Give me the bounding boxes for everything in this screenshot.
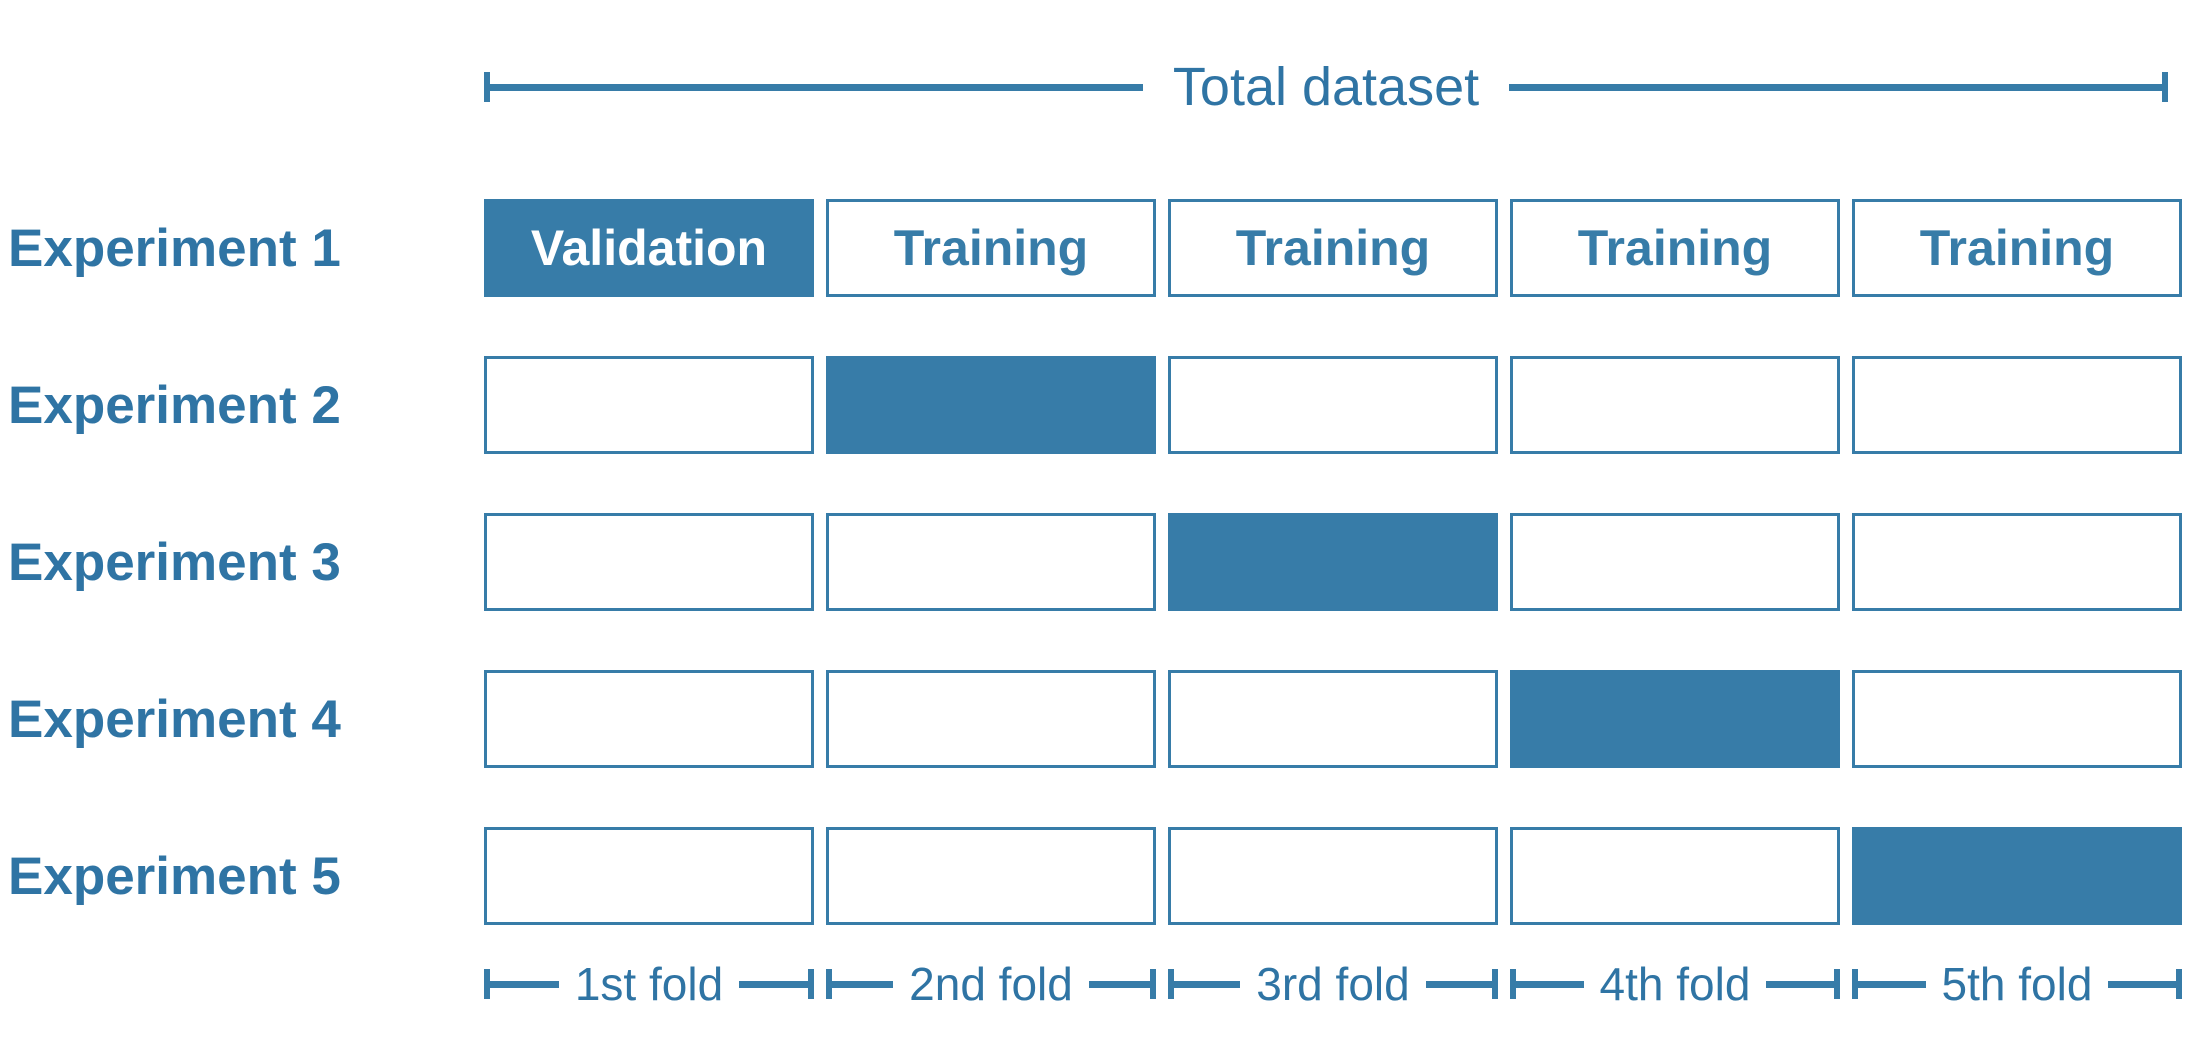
experiment-1-fold-1-cell: Validation [484,199,814,297]
fold-1-right-tick [808,969,814,999]
fold-4-label: 4th fold [1599,958,1751,1010]
fold-5-right-line [2108,980,2176,988]
fold-4-left-line [1516,980,1584,988]
fold-1-right-line [739,980,808,988]
fold-5-left-tick [1852,969,1858,999]
fold-4-right-line [1766,980,1834,988]
fold-3-right-tick [1492,969,1498,999]
experiment-2-fold-3-cell [1168,356,1498,454]
experiment-5-fold-3-cell [1168,827,1498,925]
experiment-1-fold-4-cell: Training [1510,199,1840,297]
experiment-2-label: Experiment 2 [8,375,341,435]
experiment-row-2: Experiment 2 [0,356,2182,454]
fold-marker-3: 3rd fold [1168,956,1498,1012]
experiment-1-fold-5-cell: Training [1852,199,2182,297]
fold-3-label: 3rd fold [1256,958,1410,1010]
experiment-4-fold-1-cell [484,670,814,768]
experiment-1-fold-2-cell: Training [826,199,1156,297]
experiment-1-label: Experiment 1 [8,218,341,278]
fold-1-label: 1st fold [574,958,724,1010]
experiment-4-fold-4-cell [1510,670,1840,768]
experiment-row-4: Experiment 4 [0,670,2182,768]
fold-marker-4: 4th fold [1510,956,1840,1012]
experiment-3-label: Experiment 3 [8,532,341,592]
experiment-2-fold-5-cell [1852,356,2182,454]
experiment-1-fold-3-cell: Training [1168,199,1498,297]
fold-2-left-tick [826,969,832,999]
experiment-3-fold-2-cell [826,513,1156,611]
experiment-4-fold-3-cell [1168,670,1498,768]
experiment-3-fold-1-cell [484,513,814,611]
experiment-3-fold-3-cell [1168,513,1498,611]
experiment-5-fold-4-cell [1510,827,1840,925]
fold-marker-2: 2nd fold [826,956,1157,1012]
experiment-4-fold-5-cell [1852,670,2182,768]
fold-2-label: 2nd fold [909,958,1073,1010]
experiment-3-fold-5-cell [1852,513,2182,611]
fold-2-right-tick [1150,969,1157,999]
experiment-2-fold-2-cell [826,356,1156,454]
fold-marker-5: 5th fold [1852,956,2182,1012]
bracket-right-line [1509,83,2163,91]
fold-3-right-line [1425,980,1492,988]
total-dataset-label: Total dataset [1172,57,1480,117]
fold-marker-1: 1st fold [484,956,814,1012]
experiment-3-fold-4-cell [1510,513,1840,611]
fold-1-left-line [490,980,559,988]
experiment-row-5: Experiment 5 [0,827,2182,925]
fold-5-label: 5th fold [1941,958,2093,1010]
experiment-5-fold-2-cell [826,827,1156,925]
fold-4-left-tick [1510,969,1516,999]
experiment-2-fold-1-cell [484,356,814,454]
experiment-5-fold-1-cell [484,827,814,925]
experiment-rows: Experiment 1 Validation Training Trainin… [0,199,2182,925]
bracket-right-tick [2162,72,2169,102]
fold-5-left-line [1858,980,1926,988]
fold-1-left-tick [484,969,490,999]
experiment-row-3: Experiment 3 [0,513,2182,611]
total-dataset-bracket: Total dataset [484,57,2169,117]
bracket-left-tick [484,72,490,102]
fold-3-left-line [1174,980,1241,988]
fold-5-right-tick [2176,969,2182,999]
experiment-5-label: Experiment 5 [8,846,341,906]
experiment-5-fold-5-cell [1852,827,2182,925]
fold-4-right-tick [1834,969,1840,999]
experiment-4-label: Experiment 4 [8,689,341,749]
fold-3-left-tick [1168,969,1174,999]
experiment-2-fold-4-cell [1510,356,1840,454]
experiment-row-1: Experiment 1 Validation Training Trainin… [0,199,2182,297]
fold-2-right-line [1088,980,1151,988]
fold-markers: 1st fold 2nd fold 3rd fold 4th fold [484,956,2182,1012]
experiment-4-fold-2-cell [826,670,1156,768]
fold-2-left-line [832,980,894,988]
bracket-left-line [490,83,1143,91]
